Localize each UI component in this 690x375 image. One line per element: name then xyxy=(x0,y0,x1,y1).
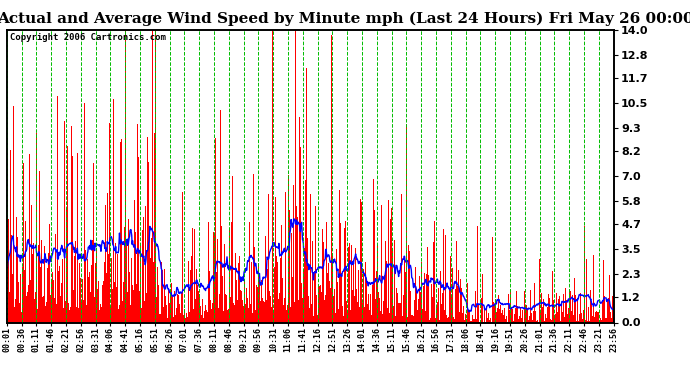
Text: Actual and Average Wind Speed by Minute mph (Last 24 Hours) Fri May 26 00:00: Actual and Average Wind Speed by Minute … xyxy=(0,11,690,26)
Text: Copyright 2006 Cartronics.com: Copyright 2006 Cartronics.com xyxy=(10,33,166,42)
